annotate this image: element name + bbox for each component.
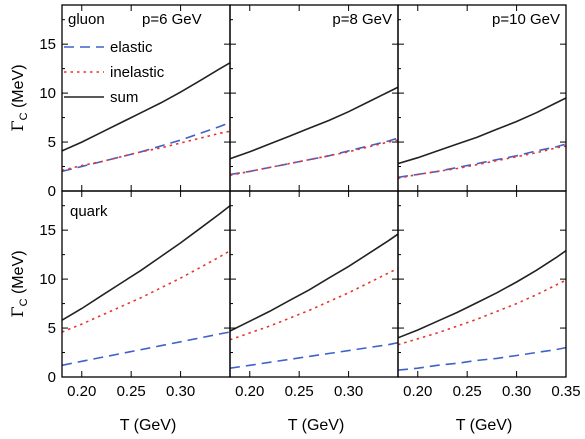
- x-axis-label: T (GeV): [288, 417, 345, 434]
- inelastic-line-panel-0-0: [62, 130, 230, 172]
- panel-0-2: p=10 GeV: [397, 4, 567, 192]
- inelastic-line-panel-1-1: [230, 267, 398, 341]
- panel-frame: [229, 4, 399, 192]
- y-tick-label: 0: [48, 183, 56, 200]
- y-axis-label-symbol: Γ: [8, 306, 27, 317]
- x-tick-label: 0.20: [403, 383, 432, 400]
- y-axis-label-subscript: C: [18, 298, 30, 306]
- panel-1-2: 0.20 0.25 0.30 0.35 T (GeV): [397, 190, 581, 434]
- inelastic-line-panel-0-1: [230, 139, 398, 177]
- legend-label-elastic: elastic: [110, 39, 153, 56]
- panel-frame: [397, 190, 567, 378]
- panel-1-1: 0.20 0.25 0.30 T (GeV): [229, 190, 399, 434]
- y-tick-label: 10: [39, 85, 56, 102]
- elastic-line-panel-1-0: [62, 331, 230, 367]
- panel-label: quark: [70, 203, 108, 220]
- y-axis-label-symbol: Γ: [8, 120, 27, 131]
- elastic-line-panel-0-1: [230, 137, 398, 176]
- y-tick-label: 10: [39, 271, 56, 288]
- elastic-line-panel-1-1: [230, 341, 398, 369]
- x-tick-label: 0.20: [67, 383, 96, 400]
- panel-0-1: p=8 GeV: [229, 4, 399, 192]
- x-tick-label: 0.35: [551, 383, 580, 400]
- x-tick-label: 0.25: [285, 383, 314, 400]
- y-axis-label: ΓC (MeV): [8, 250, 30, 317]
- y-axis-label: ΓC (MeV): [8, 64, 30, 131]
- panel-frame: [229, 190, 399, 378]
- sum-line-panel-1-1: [230, 233, 398, 332]
- panel-label-momentum: p=6 GeV: [142, 11, 202, 28]
- y-tick-label: 5: [48, 320, 56, 337]
- panel-label: gluon: [68, 11, 105, 28]
- x-tick-label: 0.30: [502, 383, 531, 400]
- inelastic-line-panel-1-2: [398, 279, 566, 346]
- panel-0-0: 0 5 10 15 ΓC (MeV) gluon p=6 GeV elastic inelast…: [8, 4, 231, 200]
- y-axis-label-subscript: C: [18, 112, 30, 120]
- x-tick-label: 0.30: [334, 383, 363, 400]
- x-tick-label: 0.25: [117, 383, 146, 400]
- y-tick-label: 15: [39, 36, 56, 53]
- y-tick-label: 15: [39, 222, 56, 239]
- panel-frame: [61, 4, 231, 192]
- x-axis-label: T (GeV): [456, 417, 513, 434]
- inelastic-line-panel-1-0: [62, 249, 230, 333]
- x-tick-label: 0.25: [453, 383, 482, 400]
- elastic-line-panel-1-2: [398, 346, 566, 371]
- sum-line-panel-1-0: [62, 204, 230, 321]
- x-tick-label: 0.20: [235, 383, 264, 400]
- y-tick-label: 5: [48, 134, 56, 151]
- sum-line-panel-1-2: [398, 250, 566, 339]
- x-tick-label: 0.30: [166, 383, 195, 400]
- sum-line-panel-0-1: [230, 86, 398, 160]
- panel-label-momentum: p=8 GeV: [332, 11, 392, 28]
- panel-label-momentum: p=10 GeV: [492, 11, 560, 28]
- panel-1-0: 0 5 10 15 ΓC (MeV) 0.20 0.25 0.30 T (GeV) quark: [8, 190, 231, 434]
- inelastic-line-panel-0-2: [398, 145, 566, 180]
- elastic-line-panel-0-2: [398, 143, 566, 179]
- y-tick-label: 0: [48, 369, 56, 386]
- x-axis-label: T (GeV): [120, 417, 177, 434]
- sum-line-panel-0-0: [62, 61, 230, 152]
- sum-line-panel-0-2: [398, 97, 566, 165]
- legend-label-sum: sum: [110, 89, 138, 106]
- legend-label-inelastic: inelastic: [110, 64, 165, 81]
- y-axis-label-unit: (MeV): [10, 250, 27, 298]
- y-axis-label-unit: (MeV): [10, 64, 27, 112]
